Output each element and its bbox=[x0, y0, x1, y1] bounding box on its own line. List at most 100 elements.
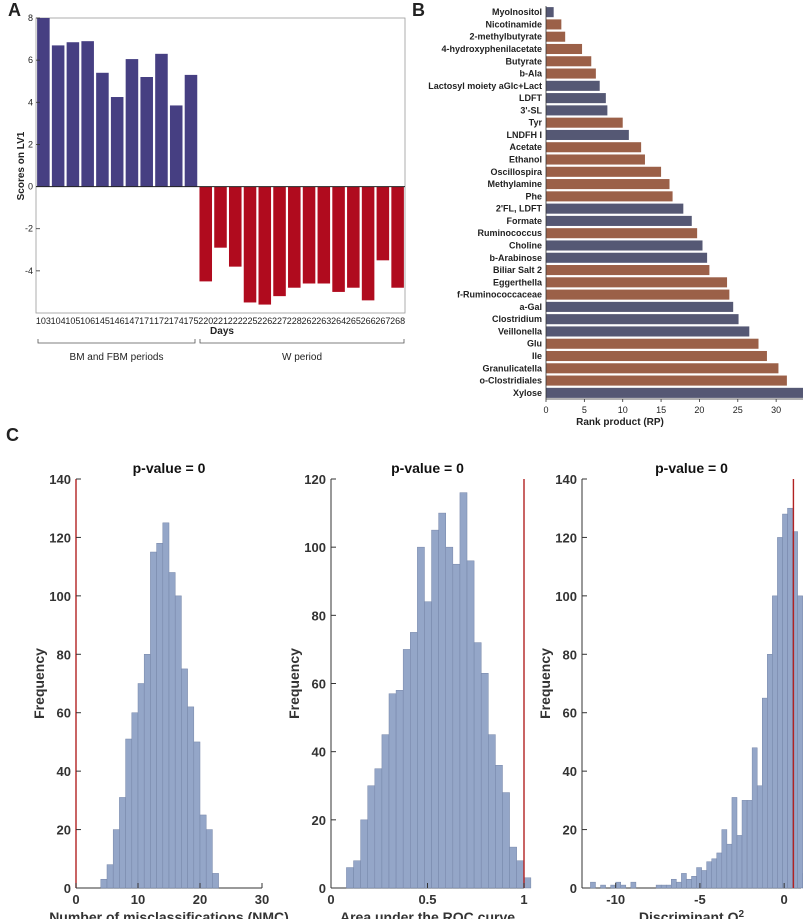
category-label: o-Clostridiales bbox=[479, 376, 542, 386]
histogram-bin bbox=[726, 843, 733, 889]
category-label: 3'-SL bbox=[520, 105, 542, 115]
x-tick-label: 0.5 bbox=[418, 892, 436, 907]
panel-a-ylabel: Scores on LV1 bbox=[16, 131, 27, 200]
bar-day-104 bbox=[51, 45, 65, 187]
x-tick-label: 5 bbox=[582, 405, 587, 415]
y-tick-label: 8 bbox=[28, 13, 33, 23]
bar-day-225 bbox=[243, 186, 257, 303]
category-label: MyoInositol bbox=[492, 7, 542, 17]
histogram-bin bbox=[459, 492, 468, 889]
group-label: BM and FBM periods bbox=[70, 352, 164, 363]
group-bracket bbox=[37, 339, 196, 344]
y-tick-label: 140 bbox=[49, 472, 71, 487]
y-tick-label: 100 bbox=[304, 540, 326, 555]
histogram-bin bbox=[721, 829, 728, 889]
histogram-bin bbox=[212, 873, 219, 889]
histogram-bin bbox=[119, 797, 126, 889]
category-label: Xylose bbox=[513, 388, 542, 398]
histogram-xlabel: Discriminant Q2 bbox=[639, 909, 745, 919]
y-tick-label: 6 bbox=[28, 55, 33, 65]
y-tick-label: 60 bbox=[563, 706, 577, 721]
bar-o-clostridiales bbox=[546, 375, 787, 386]
category-label: Eggerthella bbox=[493, 277, 543, 287]
histogram-bin bbox=[193, 741, 201, 889]
histogram-bin bbox=[665, 884, 672, 889]
bar-3-sl bbox=[546, 105, 608, 116]
panel-b-bar-chart: MyoInositol Nicotinamide 2-methylbutyrate 4… bbox=[428, 6, 803, 428]
histogram-bin bbox=[516, 860, 525, 889]
histogram-bin bbox=[751, 747, 758, 889]
histogram-bin bbox=[701, 870, 707, 889]
x-tick-171: 171 bbox=[139, 316, 154, 326]
x-tick-105: 105 bbox=[65, 316, 80, 326]
histogram-bin bbox=[691, 876, 697, 889]
histogram-bin bbox=[660, 884, 667, 889]
panel-b-xlabel: Rank product (RP) bbox=[576, 417, 664, 428]
bar-day-106 bbox=[81, 41, 94, 187]
category-label: LNDFH I bbox=[507, 130, 543, 140]
bar-f-ruminococcaceae bbox=[546, 289, 730, 300]
category-label: 2'FL, LDFT bbox=[496, 204, 543, 214]
x-tick-268: 268 bbox=[390, 316, 405, 326]
x-tick-label: 0 bbox=[543, 405, 548, 415]
x-tick-220: 220 bbox=[198, 316, 213, 326]
bar-2-methylbutyrate bbox=[546, 31, 566, 42]
bar-acetate bbox=[546, 142, 642, 153]
panel-b-letter: B bbox=[412, 0, 425, 20]
category-label: Acetate bbox=[509, 142, 542, 152]
histogram-bin bbox=[610, 884, 616, 889]
bar-b-arabinose bbox=[546, 252, 708, 263]
bar-myoinositol bbox=[546, 7, 554, 18]
category-label: Ruminococcus bbox=[477, 228, 542, 238]
x-tick-222: 222 bbox=[228, 316, 243, 326]
x-tick-label: 25 bbox=[733, 405, 743, 415]
bar-nicotinamide bbox=[546, 19, 562, 30]
histogram-bin bbox=[424, 601, 432, 889]
x-tick-147: 147 bbox=[124, 316, 139, 326]
x-tick-266: 266 bbox=[361, 316, 376, 326]
histogram-bin bbox=[156, 543, 164, 889]
x-tick-228: 228 bbox=[287, 316, 302, 326]
bar-day-268 bbox=[391, 186, 404, 288]
histogram-bin bbox=[395, 690, 404, 889]
bar-day-265 bbox=[347, 186, 360, 288]
x-tick-265: 265 bbox=[346, 316, 361, 326]
y-tick-label: 0 bbox=[319, 881, 326, 896]
histogram-bin bbox=[452, 563, 461, 889]
x-tick-103: 103 bbox=[36, 316, 51, 326]
x-tick-225: 225 bbox=[243, 316, 258, 326]
group-label: W period bbox=[282, 352, 322, 363]
histogram-bin bbox=[112, 829, 120, 889]
bar-lndfh-i bbox=[546, 129, 629, 140]
bar-day-146 bbox=[110, 97, 124, 187]
bar-methylamine bbox=[546, 179, 670, 190]
x-tick-226: 226 bbox=[257, 316, 272, 326]
y-tick-label: 20 bbox=[312, 813, 326, 828]
histogram-bin bbox=[168, 572, 176, 889]
x-tick-label: 20 bbox=[193, 892, 207, 907]
histogram-bin bbox=[681, 873, 687, 889]
histogram-bin bbox=[777, 537, 783, 889]
x-tick-label: 30 bbox=[255, 892, 269, 907]
histogram-bin bbox=[523, 877, 532, 889]
histogram-bin bbox=[502, 792, 510, 889]
x-tick-label: 0 bbox=[781, 892, 788, 907]
histogram-bin bbox=[711, 858, 718, 889]
y-tick-label: 40 bbox=[57, 764, 71, 779]
histogram-bin bbox=[417, 546, 425, 889]
histogram-bin bbox=[181, 668, 188, 889]
category-label: 4-hydroxyphenilacetate bbox=[441, 44, 542, 54]
bar-choline bbox=[546, 240, 703, 251]
bar-day-222 bbox=[228, 186, 242, 267]
bar-day-174 bbox=[169, 105, 183, 187]
x-tick-146: 146 bbox=[110, 316, 125, 326]
x-tick-145: 145 bbox=[95, 316, 110, 326]
x-tick-227: 227 bbox=[272, 316, 287, 326]
category-label: Biliar Salt 2 bbox=[493, 265, 542, 275]
histogram-bin bbox=[150, 551, 157, 889]
y-tick-label: 0 bbox=[64, 881, 71, 896]
histogram-bin bbox=[199, 814, 207, 889]
x-tick-106: 106 bbox=[80, 316, 95, 326]
bar-4-hydroxyphenilacetate bbox=[546, 43, 583, 55]
y-tick-label: 100 bbox=[49, 589, 71, 604]
